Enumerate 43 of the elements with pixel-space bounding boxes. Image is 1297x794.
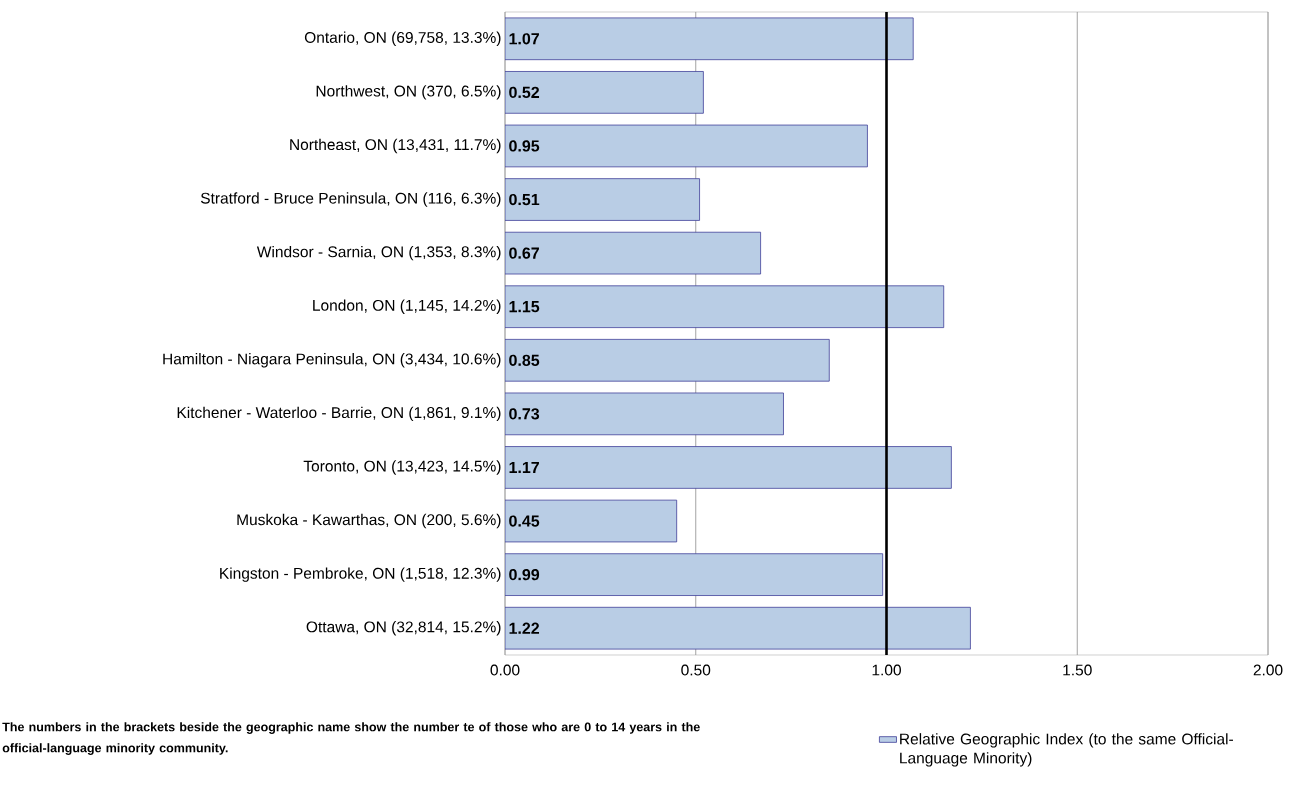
data-label: 1.07 bbox=[509, 33, 539, 45]
bar bbox=[505, 124, 868, 168]
y-tick-label: Northeast, ON (13,431, 11.7%) bbox=[290, 138, 501, 154]
data-label: 1.17 bbox=[509, 461, 539, 473]
y-tick-label: Kingston - Pembroke, ON (1,518, 12.3%) bbox=[220, 567, 501, 582]
data-label: 0.67 bbox=[509, 247, 539, 259]
x-tick-label: 1.00 bbox=[872, 664, 901, 676]
y-tick-label: Toronto, ON (13,423, 14.5%) bbox=[303, 460, 501, 475]
data-label: 0.45 bbox=[509, 515, 540, 527]
legend-label: Relative Geographic Index (to the same Official-Language Minority) bbox=[900, 733, 1233, 767]
y-tick-label: Hamilton - Niagara Peninsula, ON (3,434, 10.6%) bbox=[163, 353, 501, 368]
bar bbox=[505, 392, 784, 436]
y-tick-label: London, ON (1,145, 14.2%) bbox=[313, 299, 501, 314]
x-tick-label: 0.50 bbox=[681, 664, 711, 676]
y-tick-label: Windsor - Sarnia, ON (1,353, 8.3%) bbox=[256, 245, 501, 261]
y-tick-label: Ontario, ON (69,758, 13.3%) bbox=[304, 31, 501, 47]
x-tick-label: 1.50 bbox=[1063, 664, 1092, 676]
x-tick-label: 0.00 bbox=[490, 664, 520, 676]
x-tick-label: 2.00 bbox=[1253, 664, 1283, 676]
data-label: 0.99 bbox=[509, 568, 540, 581]
y-tick-label: Ottawa, ON (32,814, 15.2%) bbox=[306, 620, 501, 636]
bar bbox=[505, 446, 952, 489]
data-label: 0.51 bbox=[509, 193, 540, 206]
y-tick-label: Northwest, ON (370, 6.5%) bbox=[316, 85, 501, 100]
data-label: 0.73 bbox=[509, 408, 540, 420]
y-tick-label: Stratford - Bruce Peninsula, ON (116, 6.3%) bbox=[200, 192, 501, 207]
bar bbox=[505, 499, 678, 543]
y-tick-label: Kitchener - Waterloo - Barrie, ON (1,861, 9.1%) bbox=[177, 406, 501, 422]
bar bbox=[505, 553, 884, 596]
data-label: 0.52 bbox=[509, 86, 540, 99]
bar bbox=[505, 71, 704, 114]
bar bbox=[505, 178, 700, 221]
bar bbox=[505, 285, 945, 328]
y-tick-label: Muskoka - Kawarthas, ON (200, 5.6%) bbox=[237, 513, 501, 529]
bar bbox=[505, 338, 830, 382]
data-label: 0.95 bbox=[509, 140, 540, 152]
bar bbox=[505, 231, 762, 275]
bar bbox=[505, 17, 914, 61]
data-label: 1.22 bbox=[509, 622, 540, 634]
data-label: 1.15 bbox=[509, 301, 540, 313]
bar bbox=[505, 606, 971, 650]
text: The numbers in the brackets beside the geographic name show the number te of those who are 0 to 14 years in the official-language minority community. bbox=[2, 722, 700, 755]
data-label: 0.85 bbox=[509, 354, 540, 366]
